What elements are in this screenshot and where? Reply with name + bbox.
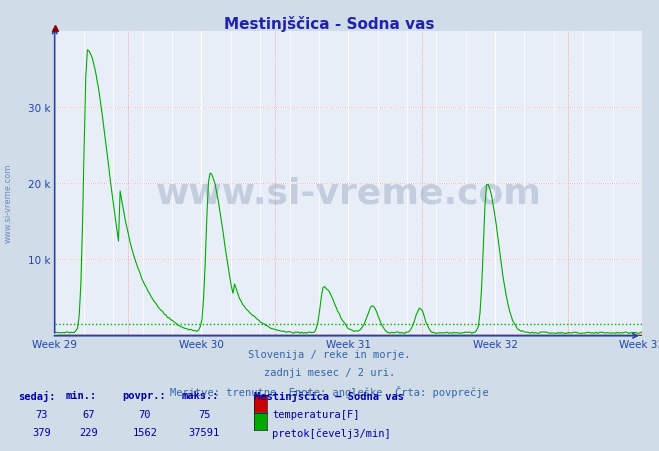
Text: www.si-vreme.com: www.si-vreme.com	[3, 163, 13, 243]
Text: povpr.:: povpr.:	[122, 390, 165, 400]
Text: Slovenija / reke in morje.: Slovenija / reke in morje.	[248, 350, 411, 359]
Text: 70: 70	[139, 410, 151, 419]
Text: Mestinjščica – Sodna vas: Mestinjščica – Sodna vas	[254, 390, 404, 401]
Text: 37591: 37591	[188, 428, 220, 437]
Text: zadnji mesec / 2 uri.: zadnji mesec / 2 uri.	[264, 368, 395, 377]
Text: 75: 75	[198, 410, 210, 419]
Text: maks.:: maks.:	[181, 390, 219, 400]
Text: Meritve: trenutne  Enote: angleške  Črta: povprečje: Meritve: trenutne Enote: angleške Črta: …	[170, 386, 489, 398]
Text: temperatura[F]: temperatura[F]	[272, 410, 360, 419]
Text: min.:: min.:	[66, 390, 97, 400]
Text: 73: 73	[36, 410, 47, 419]
Text: 229: 229	[80, 428, 98, 437]
Text: 1562: 1562	[132, 428, 158, 437]
Text: sedaj:: sedaj:	[18, 390, 56, 401]
Text: 67: 67	[83, 410, 95, 419]
Text: pretok[čevelj3/min]: pretok[čevelj3/min]	[272, 428, 391, 438]
Text: www.si-vreme.com: www.si-vreme.com	[156, 176, 541, 210]
Text: Mestinjščica - Sodna vas: Mestinjščica - Sodna vas	[224, 16, 435, 32]
Text: 379: 379	[32, 428, 51, 437]
